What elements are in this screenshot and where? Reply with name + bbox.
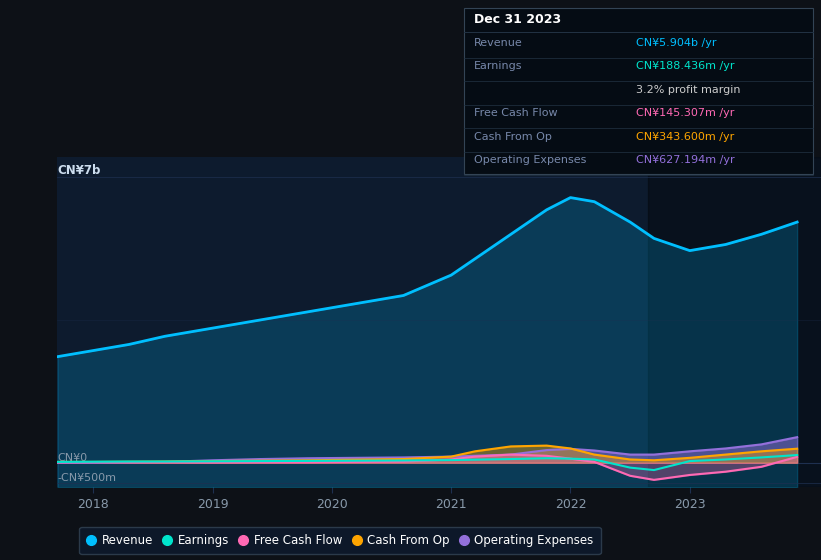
Text: CN¥188.436m /yr: CN¥188.436m /yr	[636, 61, 735, 71]
Legend: Revenue, Earnings, Free Cash Flow, Cash From Op, Operating Expenses: Revenue, Earnings, Free Cash Flow, Cash …	[79, 527, 601, 554]
Text: Operating Expenses: Operating Expenses	[474, 155, 586, 165]
Text: Dec 31 2023: Dec 31 2023	[474, 13, 561, 26]
Bar	[648, 157, 821, 487]
Text: -CN¥500m: -CN¥500m	[57, 473, 117, 483]
Text: CN¥7b: CN¥7b	[57, 164, 101, 177]
Text: CN¥343.600m /yr: CN¥343.600m /yr	[636, 132, 735, 142]
Text: CN¥5.904b /yr: CN¥5.904b /yr	[636, 38, 717, 48]
Text: Cash From Op: Cash From Op	[474, 132, 552, 142]
Text: Earnings: Earnings	[474, 61, 522, 71]
Text: CN¥145.307m /yr: CN¥145.307m /yr	[636, 108, 735, 118]
Text: Revenue: Revenue	[474, 38, 522, 48]
Text: 3.2% profit margin: 3.2% profit margin	[636, 85, 741, 95]
Text: CN¥0: CN¥0	[57, 452, 88, 463]
Text: CN¥627.194m /yr: CN¥627.194m /yr	[636, 155, 735, 165]
Text: Free Cash Flow: Free Cash Flow	[474, 108, 557, 118]
